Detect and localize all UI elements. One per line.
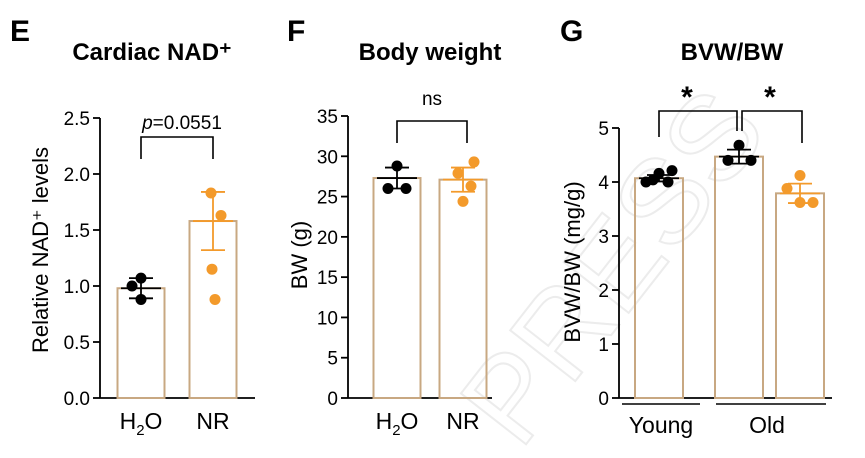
y-tick-label: 5 bbox=[327, 349, 338, 370]
y-ticks-e: 0.0 0.5 1.0 1.5 2.0 2.5 bbox=[64, 109, 255, 410]
y-tick-label: 20 bbox=[317, 228, 338, 249]
y-tick-label: 1.5 bbox=[64, 221, 90, 242]
panel-f: F Body weight BW (g) ns 0 5 10 15 20 25 30 35 H… bbox=[287, 15, 501, 439]
y-tick-label: 0 bbox=[598, 389, 609, 410]
y-tick-label: 0.0 bbox=[64, 389, 90, 410]
data-point bbox=[807, 197, 819, 209]
ns-annotation: ns bbox=[422, 89, 442, 110]
x-categories-g: Young Old bbox=[622, 403, 826, 438]
y-tick-label: 2.5 bbox=[64, 109, 90, 130]
data-point bbox=[135, 272, 147, 284]
data-point bbox=[135, 293, 147, 305]
chart-title-e: Cardiac NAD⁺ bbox=[72, 39, 231, 66]
data-point bbox=[205, 187, 217, 199]
x-group-label: Young bbox=[629, 412, 693, 438]
bar bbox=[775, 192, 825, 399]
y-tick-label: 30 bbox=[317, 147, 338, 168]
data-point bbox=[662, 176, 674, 188]
significance-bracket bbox=[658, 110, 738, 137]
data-point bbox=[666, 165, 678, 177]
significance-bracket bbox=[396, 120, 468, 143]
y-tick-label: 3 bbox=[598, 227, 609, 248]
significance-star-1: * bbox=[681, 81, 693, 114]
y-tick-label: 10 bbox=[317, 308, 338, 329]
x-category-label: NR bbox=[446, 408, 479, 434]
data-point bbox=[468, 156, 480, 168]
x-category-label: H2O bbox=[376, 408, 419, 439]
significance-bracket bbox=[140, 136, 214, 159]
y-tick-label: 1.0 bbox=[64, 277, 90, 298]
data-point bbox=[209, 293, 221, 305]
panel-g: G BVW/BW BVW/BW (mg/g) * * 0 1 2 3 4 5 Young O… bbox=[560, 15, 832, 438]
data-point bbox=[794, 197, 806, 209]
bars-f bbox=[372, 120, 488, 399]
panel-letter-g: G bbox=[560, 15, 583, 48]
data-point bbox=[215, 209, 227, 221]
data-point bbox=[722, 154, 734, 166]
significance-bracket bbox=[741, 110, 803, 143]
x-category-label: H2O bbox=[120, 408, 163, 439]
data-point bbox=[400, 183, 412, 195]
data-point bbox=[391, 160, 403, 172]
data-point bbox=[794, 170, 806, 182]
data-point bbox=[733, 139, 745, 151]
bars-g bbox=[634, 110, 825, 399]
bar bbox=[372, 177, 422, 399]
y-tick-label: 0.5 bbox=[64, 333, 90, 354]
chart-title-g: BVW/BW bbox=[681, 39, 784, 66]
data-point bbox=[206, 263, 218, 275]
data-point bbox=[382, 183, 394, 195]
panel-letter-e: E bbox=[10, 15, 30, 48]
y-tick-label: 2 bbox=[598, 281, 609, 302]
y-axis-label-e: Relative NAD⁺ levels bbox=[28, 147, 53, 353]
chart-title-f: Body weight bbox=[359, 39, 502, 66]
y-axis-label-g: BVW/BW (mg/g) bbox=[560, 181, 585, 342]
significance-star-2: * bbox=[764, 81, 776, 114]
data-point bbox=[452, 167, 464, 179]
y-tick-label: 1 bbox=[598, 335, 609, 356]
y-tick-label: 15 bbox=[317, 268, 338, 289]
panel-e: E Cardiac NAD⁺ Relative NAD⁺ levels p=0.… bbox=[10, 15, 255, 439]
bars-e bbox=[116, 136, 238, 399]
y-tick-label: 4 bbox=[598, 173, 609, 194]
data-point bbox=[465, 180, 477, 192]
panel-letter-f: F bbox=[287, 15, 305, 48]
y-tick-label: 0 bbox=[327, 389, 338, 410]
data-point bbox=[745, 154, 757, 166]
y-tick-label: 25 bbox=[317, 188, 338, 209]
x-categories-f: H2O NR bbox=[376, 408, 480, 439]
x-categories-e: H2O NR bbox=[120, 408, 230, 439]
x-category-label: NR bbox=[196, 408, 229, 434]
data-point bbox=[781, 182, 793, 194]
y-tick-label: 35 bbox=[317, 107, 338, 128]
data-point bbox=[640, 176, 652, 188]
data-point bbox=[126, 280, 138, 292]
y-axis-label-f: BW (g) bbox=[287, 221, 312, 289]
y-tick-label: 2.0 bbox=[64, 165, 90, 186]
p-value-annotation: p=0.0551 bbox=[141, 113, 222, 134]
x-group-label: Old bbox=[749, 412, 785, 438]
y-tick-label: 5 bbox=[598, 119, 609, 140]
data-point bbox=[457, 195, 469, 207]
